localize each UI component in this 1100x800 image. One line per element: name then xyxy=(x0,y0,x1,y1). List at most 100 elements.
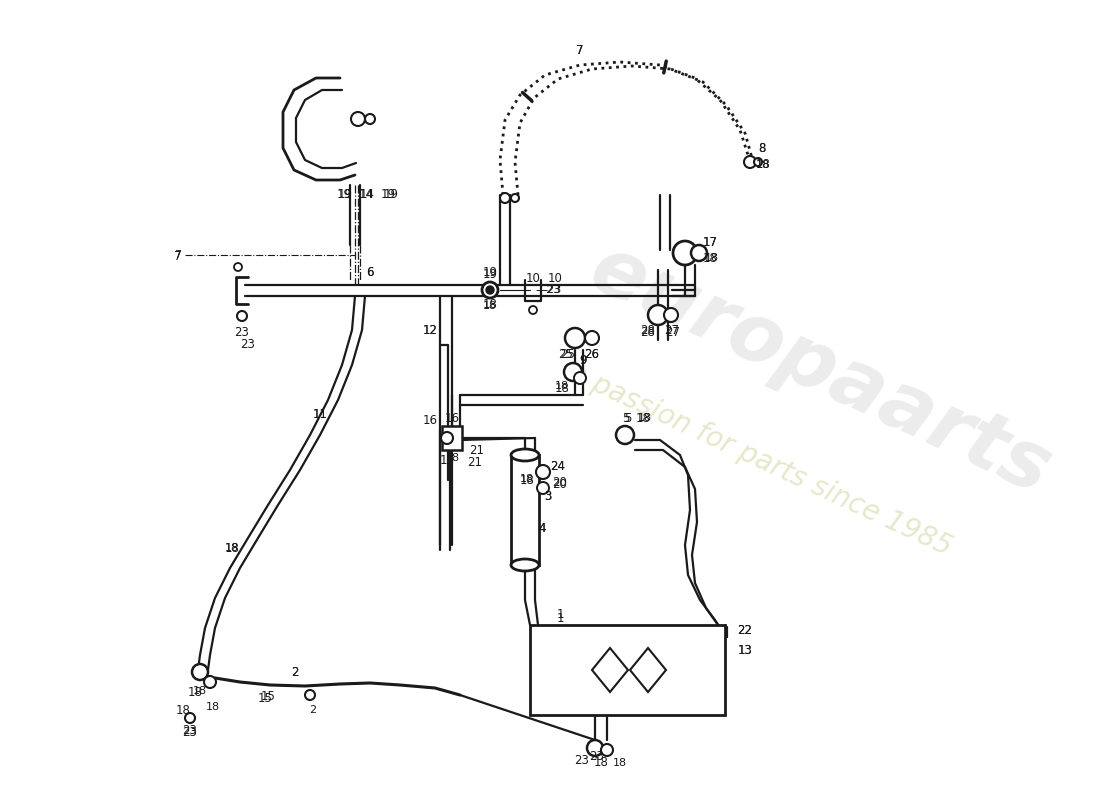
Text: 18: 18 xyxy=(224,543,239,553)
Circle shape xyxy=(536,465,550,479)
Text: 18: 18 xyxy=(756,160,770,170)
Text: 10: 10 xyxy=(548,271,562,285)
Text: 20: 20 xyxy=(552,478,568,490)
Circle shape xyxy=(500,193,510,203)
Circle shape xyxy=(482,282,498,298)
Text: 8: 8 xyxy=(758,142,766,154)
Text: 7: 7 xyxy=(174,250,182,262)
Text: 24: 24 xyxy=(550,459,565,473)
Text: 23: 23 xyxy=(574,754,590,766)
Text: 14: 14 xyxy=(360,187,374,201)
Text: 17: 17 xyxy=(703,237,717,250)
Text: 14: 14 xyxy=(359,187,374,201)
Text: 18: 18 xyxy=(176,703,190,717)
Text: 25: 25 xyxy=(559,347,573,361)
Text: 15: 15 xyxy=(257,691,273,705)
Bar xyxy=(442,426,462,450)
Text: 23: 23 xyxy=(590,750,604,763)
Circle shape xyxy=(744,156,756,168)
Text: 3: 3 xyxy=(544,490,552,503)
Text: 4: 4 xyxy=(538,522,546,534)
Text: 28: 28 xyxy=(640,326,656,338)
Text: 13: 13 xyxy=(738,643,752,657)
Text: 18: 18 xyxy=(520,474,535,484)
Circle shape xyxy=(691,245,707,261)
Text: 7: 7 xyxy=(576,43,584,57)
Text: 21: 21 xyxy=(470,443,484,457)
Text: 25: 25 xyxy=(561,347,575,361)
Text: 26: 26 xyxy=(584,347,600,361)
Text: 11: 11 xyxy=(312,409,328,422)
Circle shape xyxy=(192,664,208,680)
Circle shape xyxy=(486,286,494,294)
Circle shape xyxy=(365,114,375,124)
Text: 18: 18 xyxy=(594,755,608,769)
Circle shape xyxy=(234,263,242,271)
Text: 18: 18 xyxy=(554,382,570,394)
Text: 7: 7 xyxy=(576,43,584,57)
Circle shape xyxy=(537,482,549,494)
Text: 5: 5 xyxy=(625,411,631,425)
Circle shape xyxy=(185,713,195,723)
Text: 18: 18 xyxy=(224,542,240,554)
Text: 1: 1 xyxy=(557,611,563,625)
Text: 2: 2 xyxy=(292,666,299,678)
Text: 18: 18 xyxy=(705,253,719,263)
Text: 18: 18 xyxy=(756,158,770,171)
Circle shape xyxy=(529,306,537,314)
Text: 18: 18 xyxy=(703,251,717,265)
Circle shape xyxy=(565,328,585,348)
Bar xyxy=(512,455,539,565)
Text: 3: 3 xyxy=(544,490,552,503)
Text: 22: 22 xyxy=(737,623,752,637)
Text: 19: 19 xyxy=(384,187,398,201)
Text: —23: —23 xyxy=(536,285,561,295)
Text: 24: 24 xyxy=(550,459,565,473)
Text: 18: 18 xyxy=(483,298,497,311)
Circle shape xyxy=(585,331,600,345)
Text: —23: —23 xyxy=(535,285,560,295)
Text: 19: 19 xyxy=(381,187,396,201)
Text: 19: 19 xyxy=(338,187,352,201)
Text: 5: 5 xyxy=(623,411,629,425)
Circle shape xyxy=(754,158,762,166)
Circle shape xyxy=(564,363,582,381)
Circle shape xyxy=(574,372,586,384)
Text: 28: 28 xyxy=(640,323,656,337)
Text: 4: 4 xyxy=(538,522,546,534)
Text: 16: 16 xyxy=(444,413,460,426)
Text: 7: 7 xyxy=(175,250,182,260)
Circle shape xyxy=(441,432,453,444)
Text: 18: 18 xyxy=(446,453,460,463)
Circle shape xyxy=(673,241,697,265)
Text: 18: 18 xyxy=(440,454,454,466)
Text: 18: 18 xyxy=(192,686,207,696)
Circle shape xyxy=(305,690,315,700)
Text: 18: 18 xyxy=(206,702,220,712)
Text: 20: 20 xyxy=(552,475,568,489)
Text: 18: 18 xyxy=(613,758,627,768)
Text: 2: 2 xyxy=(309,705,317,715)
Text: 1: 1 xyxy=(557,609,563,622)
Text: europaarts: europaarts xyxy=(578,229,1063,511)
Circle shape xyxy=(648,305,668,325)
Text: 23: 23 xyxy=(183,723,197,737)
Text: 18: 18 xyxy=(638,413,652,423)
Text: 2: 2 xyxy=(292,666,299,678)
Text: 21: 21 xyxy=(468,455,483,469)
Text: 9: 9 xyxy=(580,354,586,366)
Text: 26: 26 xyxy=(584,347,600,361)
Circle shape xyxy=(236,311,248,321)
Ellipse shape xyxy=(512,449,539,461)
Circle shape xyxy=(664,308,678,322)
Text: 23: 23 xyxy=(241,338,255,351)
Text: 18: 18 xyxy=(519,474,535,486)
Text: 11: 11 xyxy=(312,409,328,422)
Text: 12: 12 xyxy=(422,323,438,337)
Text: 17: 17 xyxy=(703,237,717,250)
Text: 12: 12 xyxy=(422,323,438,337)
Text: a passion for parts since 1985: a passion for parts since 1985 xyxy=(564,358,956,562)
Text: 27: 27 xyxy=(666,326,681,338)
Circle shape xyxy=(351,112,365,126)
Text: 22: 22 xyxy=(737,623,752,637)
